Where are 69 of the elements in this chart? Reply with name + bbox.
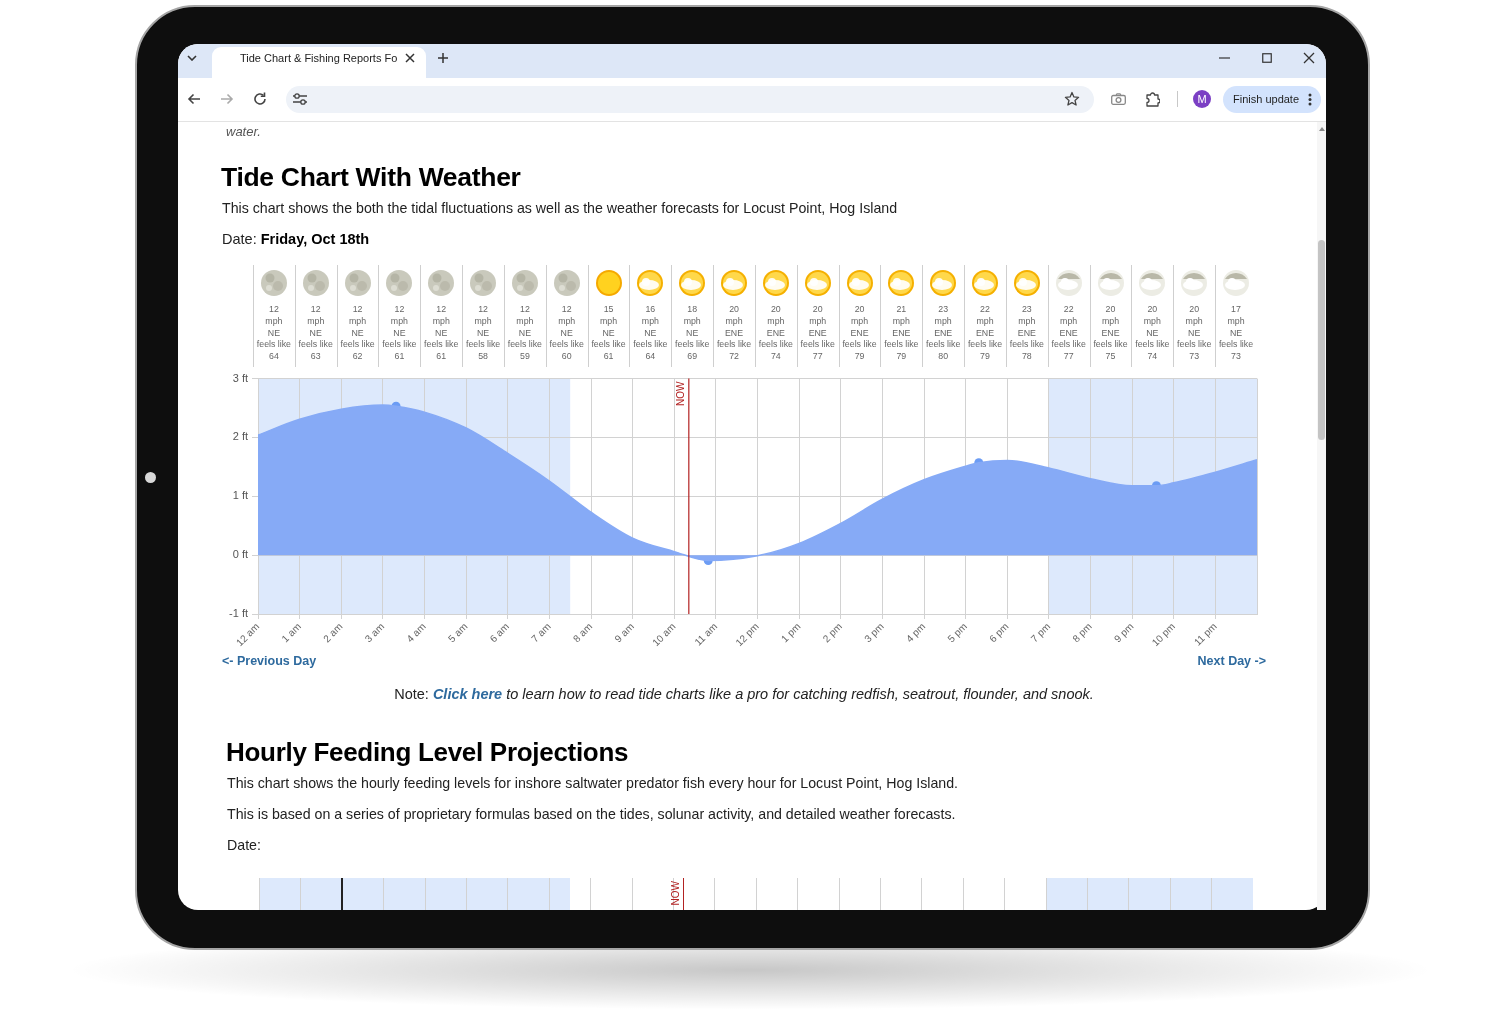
x-tick-label: 11 pm xyxy=(1191,620,1219,648)
x-tick-label: 5 am xyxy=(445,620,470,645)
x-tick-label: 8 pm xyxy=(1070,620,1094,645)
text: NOW xyxy=(670,881,681,906)
x-tick-label: 12 am xyxy=(233,620,262,649)
text: Date: Friday, Oct 18th xyxy=(222,231,370,247)
text: 22 mph ENE feels like 79 xyxy=(967,304,1003,363)
x-tick-label: 7 am xyxy=(529,620,553,645)
y-tick-label: 0 ft xyxy=(232,548,248,561)
x-tick-label: 1 pm xyxy=(778,620,803,645)
text: 12 mph NE feels like 62 xyxy=(340,304,375,363)
text: 20 mph ENE feels like 75 xyxy=(1093,304,1128,363)
text: 20 mph ENE feels like 72 xyxy=(716,304,752,363)
x-tick-label: 8 am xyxy=(570,620,595,645)
text: This chart shows the hourly feeding levels for inshore saltwater predator fish every hour for Locust Point, Hog Island. xyxy=(227,775,959,792)
text: <- Previous Day xyxy=(222,654,317,669)
y-tick-label: 2 ft xyxy=(232,430,248,443)
text: This chart shows the both the tidal fluctuations as well as the weather forecasts for Locust Point, Hog Island xyxy=(222,200,898,217)
text: Hourly Feeding Level Projections xyxy=(226,737,629,768)
text: This is based on a series of proprietary formulas based on the tides, solunar activity, and detailed weather forecasts. xyxy=(227,806,956,823)
x-tick-label: 2 am xyxy=(321,620,345,645)
text: water. xyxy=(226,124,261,140)
text: 20 mph NE feels like 74 xyxy=(1135,304,1170,363)
text: Note: Click here to learn how to read tide charts like a pro for catching redfish, seatrout, flounder, and snook. xyxy=(394,686,1094,702)
text: Date: xyxy=(227,837,261,854)
text: 22 mph ENE feels like 77 xyxy=(1051,304,1086,363)
x-tick-label: 6 pm xyxy=(987,620,1011,645)
text: 16 mph NE feels like 64 xyxy=(633,304,668,363)
text: 12 mph NE feels like 61 xyxy=(424,304,459,363)
text: 12 mph NE feels like 64 xyxy=(256,304,292,363)
x-tick-label: 2 pm xyxy=(820,620,845,645)
y-tick-label: 1 ft xyxy=(232,489,248,502)
x-tick-label: 10 am xyxy=(650,620,678,649)
text: Next Day -> xyxy=(1197,654,1266,669)
text: 15 mph NE feels like 61 xyxy=(591,304,626,363)
x-tick-label: 6 am xyxy=(487,620,512,645)
text: 12 mph NE feels like 60 xyxy=(549,304,584,363)
text: 17 mph NE feels like 73 xyxy=(1218,304,1254,363)
x-tick-label: 3 pm xyxy=(862,620,886,645)
x-tick-label: 9 am xyxy=(612,620,636,645)
ref-line-label: NOW xyxy=(674,381,686,407)
text: 12 mph NE feels like 58 xyxy=(465,304,501,363)
x-tick-label: 4 am xyxy=(404,620,428,645)
y-tick-label: -1 ft xyxy=(229,607,248,620)
text: 20 mph ENE feels like 77 xyxy=(800,304,835,363)
text: 21 mph ENE feels like 79 xyxy=(884,304,919,363)
x-tick-label: 11 am xyxy=(692,620,720,648)
text: Tide Chart With Weather xyxy=(221,162,521,193)
text: 20 mph ENE feels like 79 xyxy=(842,304,877,363)
text: 12 mph NE feels like 59 xyxy=(507,304,543,363)
text: Tide Chart & Fishing Reports Fo xyxy=(240,52,398,65)
y-tick-label: 3 ft xyxy=(232,371,248,384)
x-tick-label: 9 pm xyxy=(1111,620,1136,645)
text: 20 mph ENE feels like 74 xyxy=(758,304,793,363)
text: M xyxy=(1197,92,1207,106)
x-tick-label: 12 pm xyxy=(733,620,761,649)
x-tick-label: 3 am xyxy=(362,620,387,645)
x-tick-label: 7 pm xyxy=(1028,620,1053,645)
text: 12 mph NE feels like 63 xyxy=(298,304,333,363)
x-tick-label: 5 pm xyxy=(945,620,969,645)
x-tick-label: 1 am xyxy=(279,620,303,645)
text: 23 mph ENE feels like 80 xyxy=(926,304,961,363)
text: 18 mph NE feels like 69 xyxy=(675,304,710,363)
text: 20 mph NE feels like 73 xyxy=(1177,304,1212,363)
text: 12 mph NE feels like 61 xyxy=(382,304,417,363)
x-tick-label: 4 pm xyxy=(903,620,928,645)
text: 23 mph ENE feels like 78 xyxy=(1009,304,1044,363)
x-tick-label: 10 pm xyxy=(1149,620,1178,649)
text: Finish update xyxy=(1233,92,1300,106)
